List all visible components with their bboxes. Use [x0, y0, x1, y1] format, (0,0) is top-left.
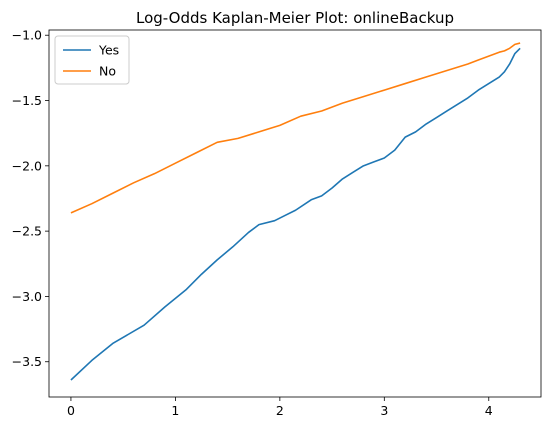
series-line-yes: [70, 47, 521, 381]
x-tick-label: 0: [67, 403, 75, 418]
axes-frame: [48, 29, 542, 398]
series-line-no: [70, 42, 521, 214]
legend: Yes No: [54, 35, 130, 85]
x-tick-label: 3: [380, 403, 388, 418]
legend-box: [54, 35, 130, 85]
x-tick-label: 1: [171, 403, 179, 418]
legend-label-no: No: [99, 64, 116, 79]
legend-label-yes: Yes: [98, 43, 119, 58]
y-tick-label: −3.0: [12, 289, 42, 304]
y-tick-label: −3.5: [12, 354, 42, 369]
x-axis: 0 1 2 3 4: [67, 397, 493, 418]
chart-title: Log-Odds Kaplan-Meier Plot: onlineBackup: [136, 9, 454, 27]
x-tick-label: 4: [485, 403, 493, 418]
y-tick-label: −1.5: [12, 93, 42, 108]
y-tick-label: −1.0: [12, 28, 42, 43]
x-tick-label: 2: [276, 403, 284, 418]
series-lines: [70, 42, 521, 381]
y-axis: −3.5 −3.0 −2.5 −2.0 −1.5 −1.0: [12, 28, 49, 369]
y-tick-label: −2.0: [12, 158, 42, 173]
y-tick-label: −2.5: [12, 224, 42, 239]
